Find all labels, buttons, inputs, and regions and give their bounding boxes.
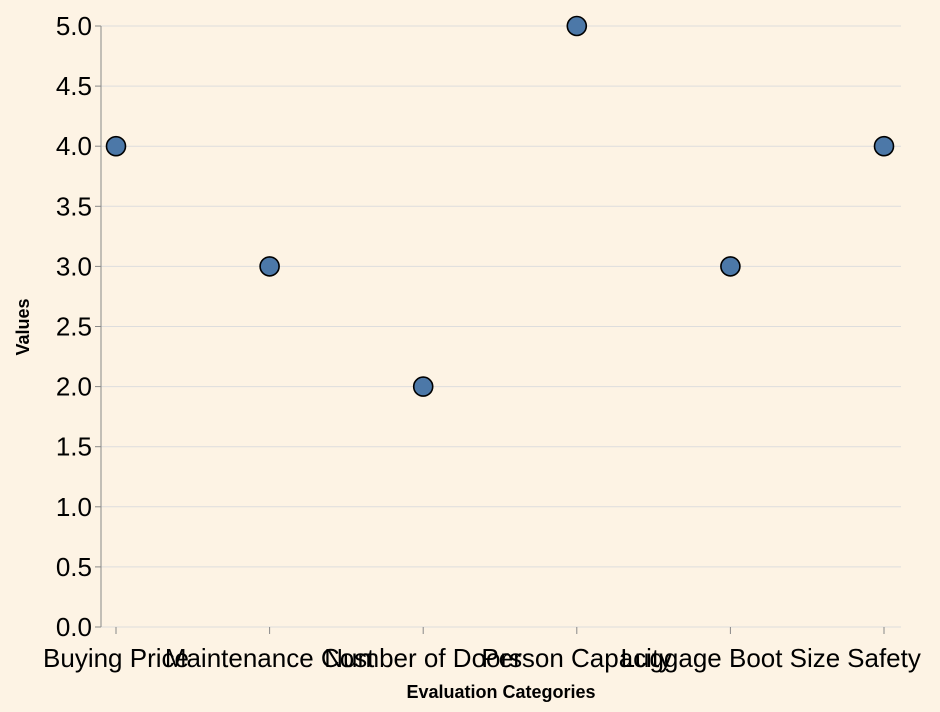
x-tick-label: Number of Doors xyxy=(324,643,522,673)
y-tick-label: 3.0 xyxy=(56,251,92,281)
y-tick-label: 4.0 xyxy=(56,131,92,161)
y-tick-label: 0.5 xyxy=(56,552,92,582)
y-tick-label: 2.0 xyxy=(56,372,92,402)
x-tick-label: Person Capacity xyxy=(481,643,672,673)
x-tick-label: Maintenance Cost xyxy=(165,643,375,673)
x-tick-label: Buying Price xyxy=(43,643,189,673)
x-tick-label: Safety xyxy=(847,643,921,673)
y-axis-title: Values xyxy=(13,298,33,355)
data-point xyxy=(720,256,741,277)
y-tick-label: 1.0 xyxy=(56,492,92,522)
gridlines xyxy=(101,25,901,628)
data-point xyxy=(873,135,895,157)
x-axis-title: Evaluation Categories xyxy=(406,682,595,702)
data-point xyxy=(259,256,280,277)
y-tick-label: 2.5 xyxy=(56,312,92,342)
data-point xyxy=(566,15,588,37)
y-tick-label: 5.0 xyxy=(56,11,92,41)
y-tick-label: 1.5 xyxy=(56,432,92,462)
data-points xyxy=(105,15,895,397)
y-tick-label: 4.5 xyxy=(56,71,92,101)
y-axis: 0.0 0.5 1.0 1.5 2.0 2.5 3.0 3.5 4.0 4.5 5.0 xyxy=(56,11,102,642)
y-tick-label: 0.0 xyxy=(56,612,92,642)
y-tick-label: 3.5 xyxy=(56,191,92,221)
data-point xyxy=(105,135,127,157)
data-point xyxy=(412,376,434,397)
x-tick-label: Luggage Boot Size xyxy=(621,643,841,673)
